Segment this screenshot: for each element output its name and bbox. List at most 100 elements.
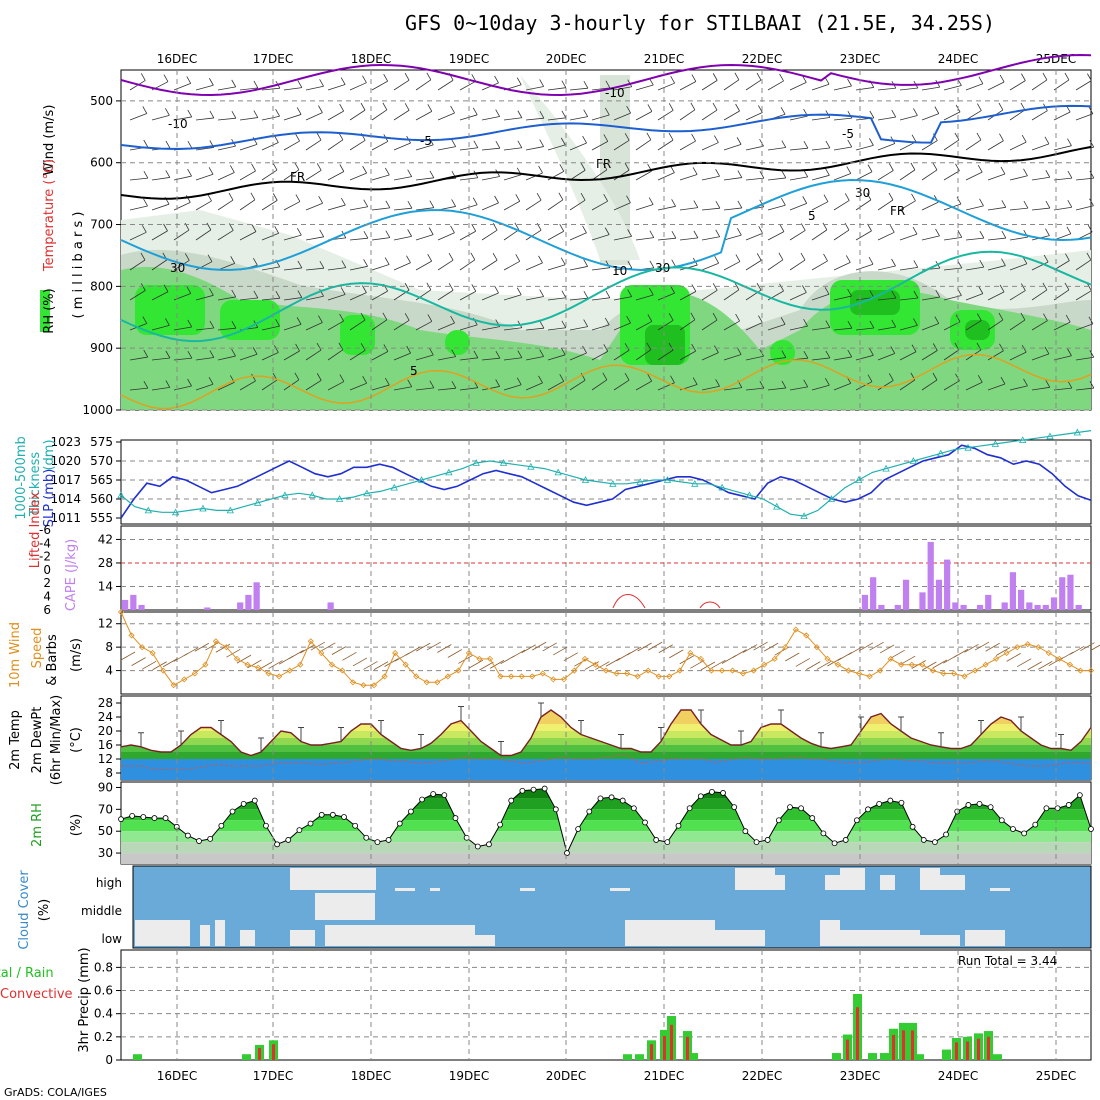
wind-barb-flag (891, 109, 897, 118)
wind-barb-flag (294, 162, 300, 171)
wind-barb-flag (977, 375, 983, 383)
wind-barb-flag (428, 137, 434, 146)
wind-barb-flag (823, 194, 829, 202)
wind-barb-flag (231, 320, 237, 329)
wind-barb-flag (824, 77, 830, 85)
temp2m-label-1: 2m Temp (8, 710, 23, 770)
wind-barb (877, 143, 895, 151)
wind10m-barb (1038, 660, 1053, 670)
rh2m-point (675, 822, 682, 829)
wind-barb (503, 117, 522, 121)
rh2m-point (965, 802, 972, 808)
wind-barb-flag (272, 193, 278, 201)
wind-barb (965, 266, 984, 271)
wind-barb-flag (427, 253, 433, 262)
wind-barb-flag (648, 197, 654, 205)
wind-barb (657, 82, 675, 91)
wind-barb (833, 383, 851, 391)
wind-barb-flag (295, 133, 300, 142)
wind-barb (525, 356, 544, 361)
wind-barb-flag (647, 104, 653, 112)
wind-barb-flag (471, 74, 477, 82)
wind-barb-flag (407, 379, 413, 387)
wind-barb-flag (142, 106, 148, 114)
rh2m-point (363, 834, 370, 841)
wind-barb-flag (803, 140, 809, 149)
wind-barb (657, 205, 676, 211)
wind-barb-flag (954, 132, 960, 141)
contour-5 (120, 178, 1092, 272)
wind-barb (349, 206, 368, 211)
cloud-patch (395, 925, 475, 946)
wind-barb (1053, 260, 1070, 271)
rh2m-point (207, 835, 214, 842)
rh2m-point (753, 839, 760, 846)
wind-barb-flag (1023, 378, 1028, 387)
wind-barb (1031, 110, 1048, 121)
wind10m-barb (205, 641, 220, 651)
wind-barb-flag (472, 197, 478, 205)
wind-barb-flag (186, 286, 192, 294)
wind10m-point (813, 644, 820, 651)
wind10m-point (328, 661, 335, 668)
wind-barb-flag (319, 229, 325, 237)
wind-barb (679, 291, 697, 301)
wind-barb (635, 170, 652, 181)
wind-barb (283, 323, 302, 331)
wind-barb (415, 387, 434, 391)
rh2m-point (519, 787, 526, 794)
cloud-patch (940, 875, 965, 890)
wind10m-point (265, 670, 272, 677)
wind-barb (239, 170, 256, 181)
wind-barb-flag (406, 345, 411, 354)
wind-barb-flag (603, 134, 609, 142)
wind-barb (525, 172, 543, 181)
wind-barb (283, 201, 301, 211)
wind-barb (987, 291, 1005, 301)
wind10m-point (529, 673, 536, 680)
wind-barb-flag (206, 222, 212, 231)
wind10m-point (908, 661, 915, 668)
wind10m-point (993, 655, 1000, 662)
wind-barb (943, 267, 962, 271)
rh2m-point (508, 797, 515, 804)
wind-barb-flag (319, 79, 324, 87)
wind-barb-flag (1001, 258, 1006, 266)
wind-barb (195, 147, 214, 151)
wind-barb (349, 82, 367, 91)
wind-barb-flag (847, 349, 853, 358)
rh-region-95 (645, 325, 685, 365)
wind-barb (899, 233, 918, 241)
wind-barb-flag (758, 105, 763, 113)
wind10m-point (1066, 661, 1073, 668)
wind-barb (327, 294, 346, 301)
cloud-patch (475, 935, 495, 946)
wind-barb-flag (360, 312, 366, 321)
wind-barb (987, 319, 1004, 331)
wind-barb (833, 117, 852, 121)
wind-barb-flag (187, 319, 193, 328)
wind10m-point (581, 655, 588, 662)
wind-barb (371, 319, 388, 331)
wind-barb-flag (624, 133, 630, 141)
cape-bar (1034, 604, 1041, 610)
wind-barb (1075, 290, 1092, 301)
wind10m-barb (162, 658, 178, 668)
wind-barb (1009, 290, 1026, 301)
wind10m-point (423, 679, 430, 686)
wind-barb-flag (692, 167, 698, 175)
wind10m-speed-line (120, 611, 1091, 686)
thickness-point (417, 476, 426, 483)
rh-region-90 (135, 285, 205, 335)
wind-barb (767, 231, 785, 241)
wind-barb-flag (209, 350, 215, 358)
wind-barb (591, 87, 610, 91)
wind-barb-flag (715, 379, 720, 387)
wind-barb (525, 262, 543, 271)
cape-tick-label: 42 (98, 532, 113, 546)
wind-barb (327, 381, 345, 391)
wind-barb (679, 174, 698, 181)
wind-barb (327, 204, 346, 211)
wind-barb (613, 112, 631, 121)
wind-barb (569, 352, 587, 361)
